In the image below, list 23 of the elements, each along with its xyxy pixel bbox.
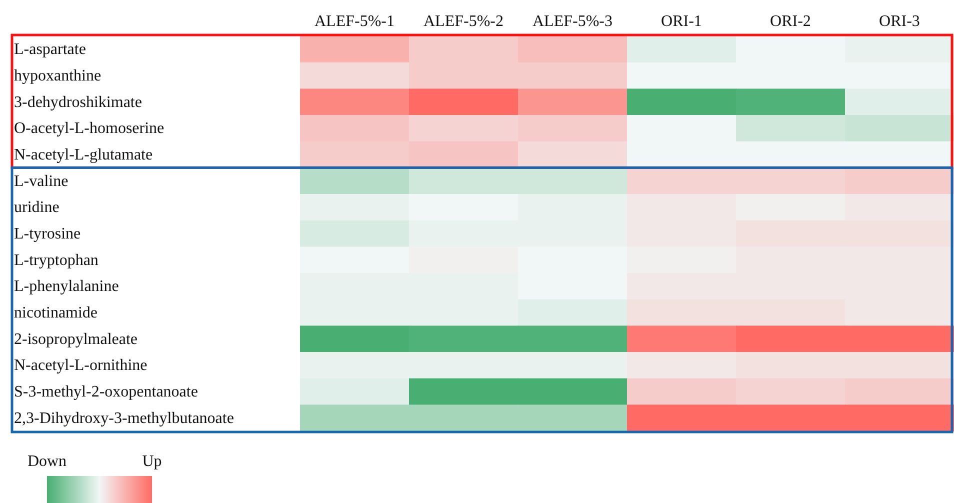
x-tick-label: ORI-1 <box>661 13 702 30</box>
y-tick-label: L-tryptophan <box>14 252 98 269</box>
y-tick-label: L-aspartate <box>14 41 86 58</box>
y-tick-label: L-tyrosine <box>14 226 81 242</box>
y-tick-label: O-acetyl-L-homoserine <box>14 120 164 138</box>
x-tick-label: ALEF-5%-1 <box>314 13 394 30</box>
x-tick-label: ORI-3 <box>879 13 920 30</box>
y-tick-label: 2,3-Dihydroxy-3-methylbutanoate <box>14 410 234 427</box>
y-tick-label: N-acetyl-L-ornithine <box>14 357 148 374</box>
color-bar-label: Up <box>142 453 162 470</box>
x-tick-label: ORI-2 <box>770 13 811 30</box>
y-tick-label: L-valine <box>14 172 68 190</box>
y-tick-label: uridine <box>14 199 60 216</box>
y-tick-label: hypoxanthine <box>14 68 102 84</box>
y-tick-label: 2-isopropylmaleate <box>14 330 138 348</box>
x-tick-label: ALEF-5%-3 <box>532 13 612 30</box>
x-tick-label: ALEF-5%-2 <box>424 13 504 30</box>
y-tick-label: L-phenylalanine <box>14 278 119 296</box>
color-bar-label: Down <box>27 453 67 470</box>
y-tick-label: 3-dehydroshikimate <box>14 94 142 111</box>
y-tick-label: nicotinamide <box>14 304 98 322</box>
y-tick-label: N-acetyl-L-glutamate <box>14 146 153 164</box>
y-tick-label: S-3-methyl-2-oxopentanoate <box>14 384 198 400</box>
